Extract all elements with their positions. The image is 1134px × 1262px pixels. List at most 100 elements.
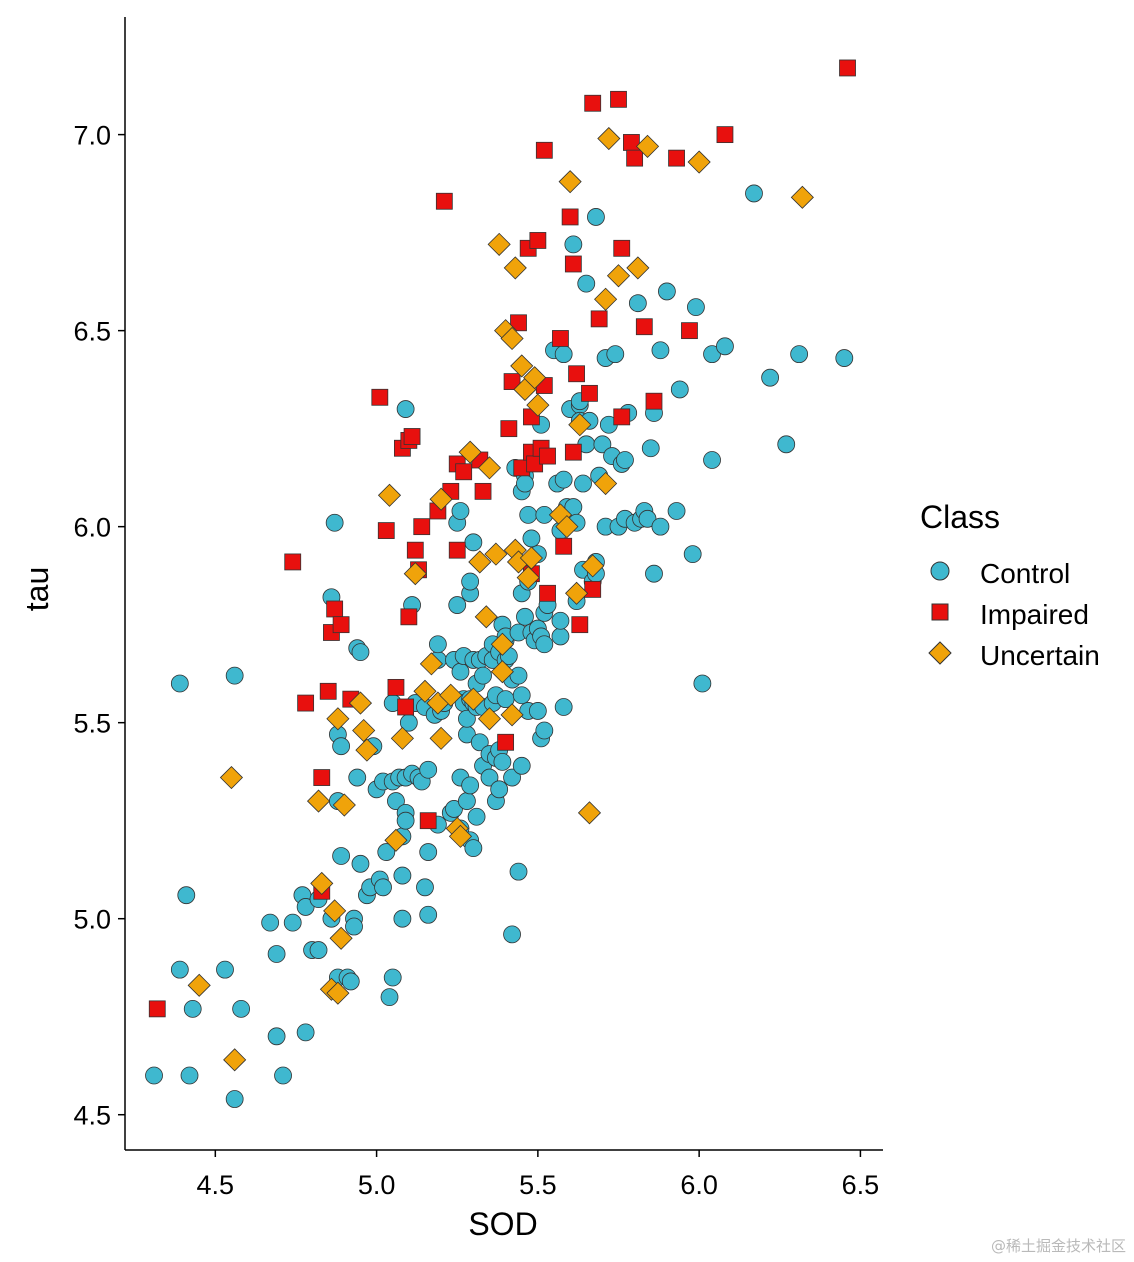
point-uncertain	[490, 632, 514, 656]
point-control	[790, 345, 809, 364]
point-impaired	[539, 447, 556, 465]
x-tick-label: 5.0	[358, 1170, 396, 1200]
legend-key-impaired	[931, 603, 949, 621]
point-control	[554, 345, 573, 364]
point-control	[687, 298, 705, 317]
point-impaired	[435, 192, 453, 210]
point-control	[667, 502, 686, 520]
point-control	[170, 674, 189, 693]
point-uncertain	[555, 515, 579, 539]
point-control	[467, 807, 486, 826]
point-uncertain	[223, 1048, 247, 1072]
point-impaired	[839, 59, 856, 77]
point-uncertain	[577, 801, 602, 825]
point-control	[683, 545, 702, 563]
point-impaired	[610, 90, 627, 108]
x-axis-ticks: 4.5 5.0 5.5 6.0 6.5	[197, 1150, 879, 1200]
point-control	[377, 843, 396, 861]
point-impaired	[500, 420, 518, 438]
point-control	[606, 345, 625, 364]
point-control	[503, 768, 521, 787]
legend-title: Class	[920, 499, 1000, 535]
x-axis-title: SOD	[468, 1206, 537, 1242]
point-impaired	[503, 373, 521, 390]
point-control	[551, 611, 570, 630]
point-uncertain	[568, 413, 592, 437]
point-control	[554, 470, 573, 489]
point-impaired	[635, 318, 653, 336]
point-impaired	[406, 541, 424, 559]
point-impaired	[539, 584, 556, 602]
point-impaired	[716, 126, 734, 144]
point-control	[451, 662, 470, 681]
point-control	[396, 811, 415, 830]
point-control	[716, 337, 734, 356]
point-control	[641, 439, 660, 458]
point-impaired	[419, 812, 437, 830]
point-uncertain	[626, 256, 650, 280]
point-control	[451, 502, 470, 520]
point-impaired	[564, 443, 582, 461]
point-control	[745, 184, 763, 203]
point-control	[564, 235, 583, 254]
point-control	[551, 627, 570, 646]
legend-label-control: Control	[980, 558, 1070, 589]
point-impaired	[613, 408, 631, 426]
point-control	[535, 635, 554, 654]
point-control	[777, 435, 796, 454]
point-uncertain	[510, 354, 534, 378]
point-uncertain	[429, 487, 453, 511]
point-control	[616, 451, 634, 469]
point-impaired	[326, 600, 344, 618]
point-control	[509, 666, 528, 685]
point-uncertain	[384, 828, 408, 852]
y-tick-label: 6.5	[73, 317, 111, 347]
point-control	[170, 960, 189, 979]
point-uncertain	[413, 679, 437, 703]
point-control	[516, 474, 534, 493]
point-control	[261, 913, 280, 932]
point-impaired	[387, 678, 405, 696]
point-impaired	[645, 392, 663, 410]
point-uncertain	[594, 287, 618, 311]
point-control	[458, 792, 476, 810]
point-impaired	[319, 682, 337, 700]
point-control	[587, 208, 605, 226]
point-control	[693, 674, 712, 693]
point-control	[670, 380, 689, 399]
point-control	[383, 968, 402, 987]
point-uncertain	[326, 981, 350, 1005]
point-control	[761, 368, 780, 387]
y-axis-title: tau	[19, 567, 55, 611]
point-uncertain	[306, 789, 331, 813]
point-control	[528, 702, 547, 720]
x-tick-label: 4.5	[197, 1170, 235, 1200]
point-uncertain	[419, 652, 443, 676]
data-points	[145, 59, 856, 1108]
point-impaired	[332, 616, 350, 634]
point-uncertain	[477, 707, 502, 731]
axes	[124, 17, 883, 1151]
point-control	[267, 945, 286, 963]
legend-key-uncertain	[928, 641, 952, 665]
point-uncertain	[429, 726, 453, 750]
point-uncertain	[219, 765, 244, 790]
point-impaired	[297, 694, 315, 712]
point-impaired	[561, 208, 579, 226]
point-control	[512, 756, 531, 775]
point-impaired	[529, 232, 547, 249]
point-control	[428, 635, 447, 654]
point-control	[225, 666, 244, 685]
point-control	[283, 913, 302, 932]
point-uncertain	[581, 554, 605, 578]
point-control	[325, 513, 344, 532]
point-uncertain	[565, 581, 589, 605]
point-control	[574, 474, 592, 493]
point-impaired	[584, 94, 602, 112]
point-control	[393, 909, 412, 928]
point-control	[519, 505, 538, 524]
point-control	[345, 917, 363, 936]
point-impaired	[590, 310, 608, 328]
point-impaired	[474, 482, 492, 500]
point-control	[638, 509, 657, 528]
